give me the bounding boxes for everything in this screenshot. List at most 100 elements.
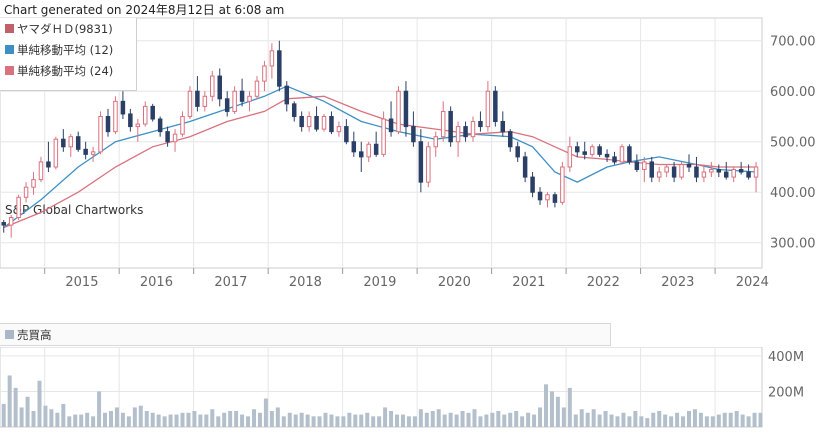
candle bbox=[105, 108, 111, 137]
candle-body bbox=[195, 90, 200, 107]
candle bbox=[38, 156, 44, 183]
volume-bar bbox=[353, 414, 358, 427]
legend-label-sma24: 単純移動平均 (24) bbox=[17, 63, 114, 78]
candle bbox=[686, 154, 692, 173]
candle-body bbox=[254, 80, 260, 97]
volume-bar bbox=[222, 412, 227, 427]
candle-body bbox=[247, 95, 252, 102]
volume-bar bbox=[466, 412, 471, 427]
candle bbox=[180, 111, 185, 137]
volume-bar bbox=[389, 411, 394, 427]
candle bbox=[589, 144, 595, 157]
volume-chart: 400M 200M bbox=[0, 347, 804, 428]
volume-bar bbox=[514, 411, 519, 427]
candle-body bbox=[239, 90, 245, 102]
volume-bar bbox=[704, 416, 709, 427]
volume-bar bbox=[192, 411, 197, 427]
candle-body bbox=[202, 95, 208, 107]
volume-bar bbox=[108, 411, 113, 427]
volume-bar bbox=[645, 418, 650, 427]
candle-body bbox=[589, 146, 595, 155]
volume-bar bbox=[663, 414, 668, 427]
volume-bar bbox=[538, 407, 543, 427]
candle bbox=[612, 151, 617, 165]
candle-body bbox=[75, 136, 81, 150]
legend-label-volume: 売買高 bbox=[17, 327, 52, 342]
candle-body bbox=[470, 121, 476, 138]
candle-body bbox=[403, 90, 409, 128]
volume-bar bbox=[263, 398, 268, 427]
price-legend: ヤマダＨＤ(9831) 単純移動平均 (12) 単純移動平均 (24) bbox=[0, 18, 137, 91]
volume-bar bbox=[746, 416, 751, 427]
candle bbox=[232, 86, 237, 114]
candle-body bbox=[46, 161, 51, 168]
candle bbox=[597, 144, 602, 157]
candle bbox=[448, 106, 453, 147]
legend-swatch-sma24 bbox=[5, 66, 14, 75]
volume-bar bbox=[79, 414, 84, 427]
volume-bar bbox=[162, 416, 167, 427]
candle bbox=[195, 76, 200, 112]
volume-tick-label: 400M bbox=[768, 350, 804, 365]
candle bbox=[507, 129, 513, 152]
candle-body bbox=[537, 191, 543, 201]
x-tick-label: 2019 bbox=[363, 275, 396, 290]
volume-bar bbox=[37, 380, 42, 427]
candle bbox=[172, 129, 178, 152]
candle-body bbox=[522, 156, 528, 178]
candle-body bbox=[440, 110, 446, 138]
volume-bar bbox=[85, 412, 90, 427]
candle-body bbox=[105, 115, 111, 133]
candle bbox=[552, 192, 558, 208]
volume-bar bbox=[520, 416, 525, 427]
volume-bar bbox=[621, 412, 626, 427]
legend-item-sma24[interactable]: 単純移動平均 (24) bbox=[0, 60, 136, 81]
legend-item-sma12[interactable]: 単純移動平均 (12) bbox=[0, 39, 136, 60]
candle-body bbox=[120, 100, 126, 115]
volume-bar bbox=[323, 412, 328, 427]
volume-bar bbox=[651, 412, 656, 427]
candle-body bbox=[686, 163, 692, 168]
volume-legend: 売買高 bbox=[0, 323, 611, 346]
candle-body bbox=[299, 115, 304, 128]
volume-bar bbox=[615, 416, 620, 427]
candle-body bbox=[83, 148, 88, 155]
candle bbox=[388, 101, 394, 137]
volume-bar bbox=[752, 412, 757, 427]
y-tick-label: 400.00 bbox=[770, 186, 816, 201]
volume-bar bbox=[168, 414, 173, 427]
volume-bar bbox=[740, 414, 745, 427]
candle-body bbox=[53, 138, 59, 168]
legend-item-price[interactable]: ヤマダＨＤ(9831) bbox=[0, 18, 136, 39]
candle-body bbox=[478, 121, 483, 128]
volume-bar bbox=[198, 414, 203, 427]
volume-bar bbox=[377, 416, 382, 427]
candle-body bbox=[210, 75, 215, 97]
volume-bar bbox=[627, 416, 632, 427]
volume-bar bbox=[293, 414, 298, 427]
volume-bar bbox=[687, 411, 692, 427]
volume-bar bbox=[25, 396, 30, 427]
candle-body bbox=[656, 171, 662, 178]
volume-bar bbox=[591, 409, 596, 427]
candle bbox=[470, 116, 476, 142]
candle-body bbox=[291, 103, 297, 117]
volume-bar bbox=[681, 416, 686, 427]
candle bbox=[455, 121, 461, 157]
volume-bar bbox=[156, 414, 161, 427]
volume-bar bbox=[698, 412, 703, 427]
candle bbox=[75, 131, 81, 152]
candle-body bbox=[373, 143, 379, 155]
candle-body bbox=[8, 216, 14, 226]
volume-bar bbox=[216, 416, 221, 427]
volume-bar bbox=[710, 416, 715, 427]
candle bbox=[656, 166, 662, 183]
volume-bar bbox=[103, 412, 108, 427]
candle bbox=[90, 146, 96, 162]
x-tick-label: 2021 bbox=[512, 275, 545, 290]
x-tick-label: 2020 bbox=[438, 275, 471, 290]
candle bbox=[359, 141, 364, 173]
volume-bar bbox=[585, 412, 590, 427]
candle-body bbox=[306, 115, 312, 128]
candle-body bbox=[649, 161, 655, 178]
